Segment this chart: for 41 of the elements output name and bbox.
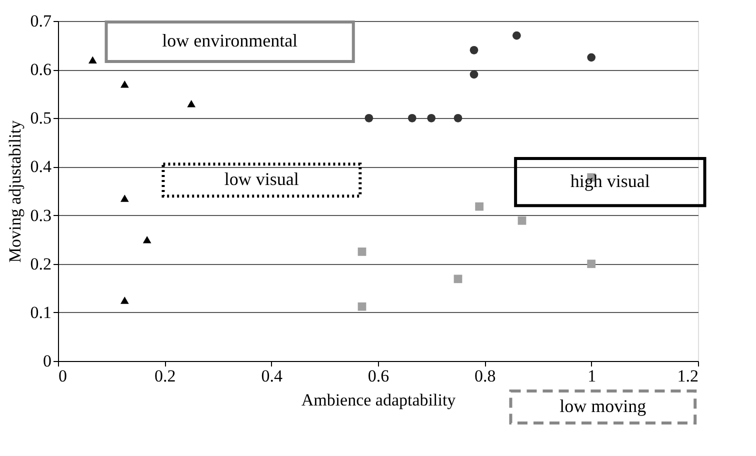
x-tick-label: 0.6 [368,366,390,386]
y-tick-label: 0.7 [30,12,52,30]
point [475,202,484,211]
point [187,100,196,108]
point [454,114,462,122]
point [470,70,478,79]
text: low moving [560,396,646,416]
annotation: low environmental [162,30,298,51]
point [512,31,521,40]
y-tick-label: 0.2 [30,254,52,274]
point [364,114,374,122]
point [358,302,366,311]
annotation: high visual [570,171,650,192]
x-tick-label: 1.2 [677,366,698,386]
y-tick-label: 0.1 [30,302,52,322]
y-tick-label: 0.6 [30,60,52,80]
point [358,248,366,256]
y-tick-label: 0 [43,352,52,370]
point [454,274,462,284]
point [470,46,478,54]
x-tick-label: 0 [58,366,67,386]
point [88,56,97,64]
point [120,80,129,88]
x-tick-label: 1 [588,366,596,386]
x-tick-label: 0.2 [154,366,176,386]
y-tick-label: 0.5 [30,108,52,128]
point [142,236,152,244]
point [120,296,129,304]
y-axis-title: Moving adjustability [5,120,24,263]
y-tick-label: 0.4 [30,157,52,176]
point [587,260,596,268]
point [120,194,129,202]
point [518,216,526,225]
x-axis-title: Ambience adaptability [301,390,456,410]
point [427,114,436,122]
annotation: low visual [224,169,299,190]
y-tick-label: 0.3 [30,206,52,225]
point [587,53,596,62]
x-tick-label: 0.4 [261,366,283,386]
point [408,114,416,122]
x-tick-label: 0.8 [474,366,496,386]
